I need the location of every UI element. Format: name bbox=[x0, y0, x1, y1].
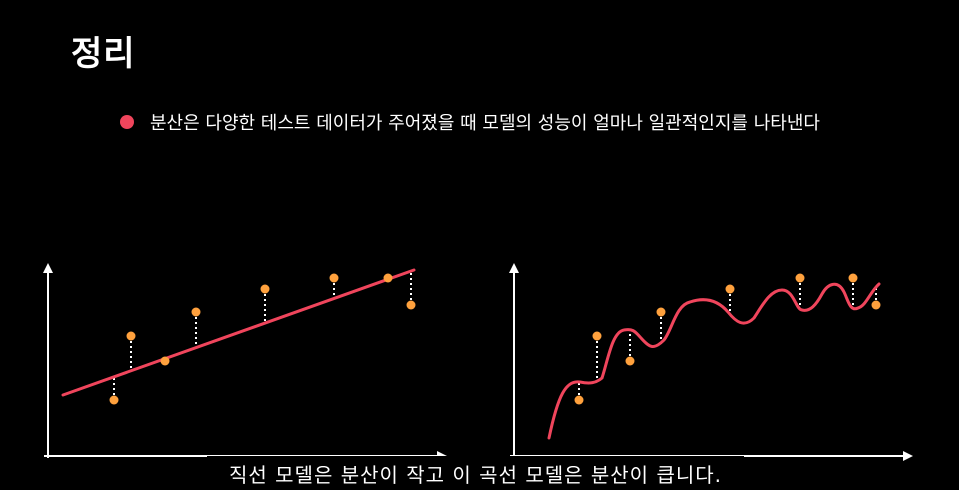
data-point bbox=[625, 356, 635, 366]
caption-text: 직선 모델은 분산이 작고 이 곡선 모델은 분산이 큽니다. bbox=[228, 462, 723, 487]
data-point bbox=[871, 300, 881, 310]
data-point bbox=[109, 395, 119, 405]
bullet-dot-icon bbox=[120, 115, 134, 129]
data-point bbox=[725, 284, 735, 294]
data-point bbox=[329, 273, 339, 283]
data-point bbox=[191, 307, 201, 317]
data-point bbox=[656, 307, 666, 317]
data-point bbox=[592, 331, 602, 341]
data-point bbox=[160, 356, 170, 366]
slide-title: 정리 bbox=[71, 34, 136, 74]
straight-line-model bbox=[61, 268, 416, 397]
data-point bbox=[260, 284, 270, 294]
data-point bbox=[848, 273, 858, 283]
bullet-text: 분산은 다양한 테스트 데이터가 주어졌을 때 모델의 성능이 얼마나 일관적인… bbox=[150, 113, 820, 134]
data-point bbox=[406, 300, 416, 310]
data-point bbox=[383, 273, 393, 283]
subtitle-caption: 직선 모델은 분산이 작고 이 곡선 모델은 분산이 큽니다. bbox=[207, 456, 744, 490]
bullet-item: 분산은 다양한 테스트 데이터가 주어졌을 때 모델의 성능이 얼마나 일관적인… bbox=[120, 109, 820, 135]
data-point bbox=[795, 273, 805, 283]
data-point bbox=[126, 331, 136, 341]
curved-model bbox=[547, 282, 881, 440]
data-point bbox=[574, 395, 584, 405]
